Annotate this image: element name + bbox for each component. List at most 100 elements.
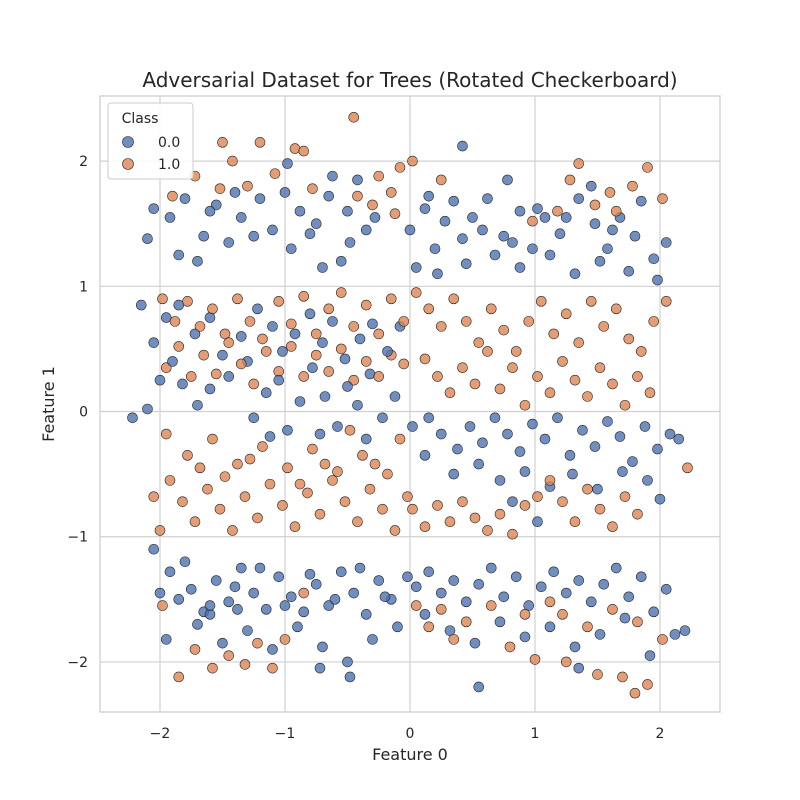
data-point-class-0 xyxy=(635,195,647,207)
data-point-class-0 xyxy=(367,318,378,330)
data-point-class-0 xyxy=(614,431,626,442)
data-point-class-0 xyxy=(323,190,335,202)
data-point-class-1 xyxy=(169,316,181,327)
data-point-class-0 xyxy=(164,566,176,578)
data-point-class-0 xyxy=(285,243,297,255)
data-point-class-0 xyxy=(294,396,306,407)
data-point-class-1 xyxy=(285,318,297,330)
data-point-class-0 xyxy=(314,662,326,674)
data-point-class-0 xyxy=(369,212,381,223)
data-point-class-0 xyxy=(652,274,663,286)
data-points xyxy=(127,111,693,699)
data-point-class-0 xyxy=(598,578,610,590)
data-point-class-1 xyxy=(494,508,506,520)
data-point-class-1 xyxy=(298,587,310,599)
data-point-class-1 xyxy=(289,143,301,154)
data-point-class-0 xyxy=(554,228,566,240)
data-point-class-0 xyxy=(127,412,138,424)
plot-frame xyxy=(99,95,721,713)
data-point-class-0 xyxy=(627,456,638,467)
data-point-class-1 xyxy=(507,362,518,373)
data-point-class-0 xyxy=(467,212,478,223)
data-point-class-0 xyxy=(210,199,222,211)
data-point-class-0 xyxy=(457,233,468,245)
data-point-class-0 xyxy=(342,656,353,668)
data-point-class-0 xyxy=(242,625,253,636)
data-point-class-0 xyxy=(648,606,660,618)
data-point-class-1 xyxy=(360,299,372,311)
data-point-class-1 xyxy=(560,656,572,668)
data-point-class-0 xyxy=(310,218,322,230)
data-point-class-1 xyxy=(617,671,628,683)
data-point-class-1 xyxy=(267,662,278,674)
data-point-class-1 xyxy=(619,399,631,411)
data-point-class-0 xyxy=(135,299,147,311)
data-point-class-1 xyxy=(682,462,693,474)
data-point-class-0 xyxy=(267,224,278,236)
data-point-class-1 xyxy=(598,321,610,332)
data-point-class-1 xyxy=(273,296,285,307)
data-point-class-0 xyxy=(602,416,613,427)
data-point-class-0 xyxy=(567,468,578,480)
data-point-class-0 xyxy=(327,170,338,182)
data-point-class-0 xyxy=(254,193,266,204)
data-point-class-0 xyxy=(523,600,535,611)
data-point-class-0 xyxy=(539,433,551,445)
data-point-class-1 xyxy=(357,450,368,461)
data-point-class-1 xyxy=(310,349,322,361)
data-point-class-0 xyxy=(282,158,293,169)
data-point-class-1 xyxy=(394,433,406,445)
data-point-class-0 xyxy=(473,681,485,693)
data-point-class-0 xyxy=(177,378,188,390)
data-point-class-1 xyxy=(632,508,643,520)
data-point-class-0 xyxy=(514,446,526,457)
data-point-class-1 xyxy=(507,528,518,540)
data-point-class-0 xyxy=(229,187,241,198)
x-tick-label: 1 xyxy=(531,726,540,742)
data-point-class-1 xyxy=(348,374,360,386)
data-point-class-1 xyxy=(604,187,616,198)
data-point-class-1 xyxy=(573,158,585,169)
data-point-class-0 xyxy=(410,262,422,273)
data-point-class-0 xyxy=(344,671,356,683)
data-point-class-0 xyxy=(560,212,572,223)
data-point-class-0 xyxy=(473,458,485,470)
data-point-class-0 xyxy=(494,475,506,486)
data-point-class-1 xyxy=(560,308,572,320)
y-tick-label: −2 xyxy=(67,655,88,671)
data-point-class-0 xyxy=(589,441,601,452)
data-point-class-0 xyxy=(282,424,293,436)
data-point-class-0 xyxy=(217,349,228,361)
data-point-class-0 xyxy=(377,412,388,424)
data-point-class-0 xyxy=(148,337,160,348)
data-point-class-0 xyxy=(319,391,331,402)
data-point-class-1 xyxy=(448,634,460,645)
data-point-class-0 xyxy=(142,233,153,245)
data-point-class-1 xyxy=(610,205,622,217)
data-point-class-1 xyxy=(207,433,218,445)
data-point-class-1 xyxy=(185,371,197,382)
data-point-class-0 xyxy=(429,243,441,255)
data-point-class-0 xyxy=(210,575,222,586)
data-point-class-1 xyxy=(160,428,172,440)
data-point-class-1 xyxy=(327,475,338,486)
data-point-class-0 xyxy=(204,312,216,323)
data-point-class-0 xyxy=(664,428,676,440)
legend-title: Class xyxy=(122,111,159,127)
data-point-class-1 xyxy=(532,491,543,502)
data-point-class-0 xyxy=(179,556,191,568)
data-point-class-1 xyxy=(564,174,576,186)
data-point-class-1 xyxy=(485,303,497,315)
data-point-class-0 xyxy=(669,629,681,640)
data-point-class-0 xyxy=(482,193,493,204)
data-point-class-1 xyxy=(332,466,343,477)
data-point-class-0 xyxy=(254,562,266,574)
data-point-class-0 xyxy=(448,468,460,480)
data-point-class-1 xyxy=(298,145,310,157)
data-point-class-0 xyxy=(379,591,391,603)
data-point-class-1 xyxy=(264,478,276,490)
data-point-class-0 xyxy=(473,578,485,590)
data-point-class-0 xyxy=(198,230,210,242)
y-axis-ticks: −2 −1 0 1 2 xyxy=(67,154,88,671)
